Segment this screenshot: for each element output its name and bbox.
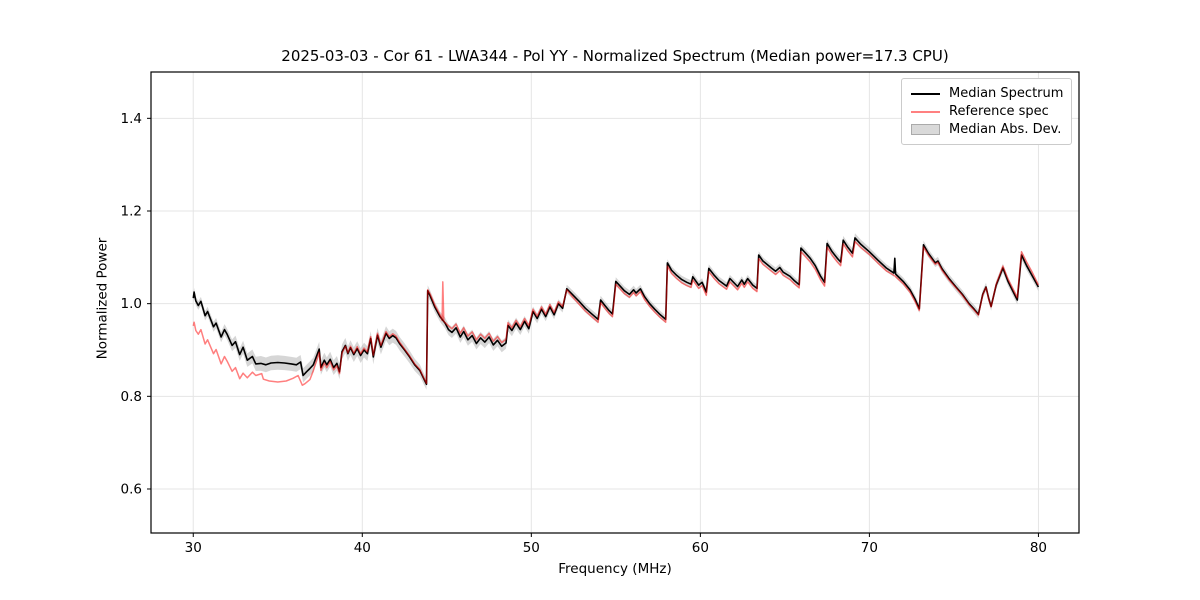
- legend-entry-reference-spec: Reference spec: [911, 103, 1062, 120]
- x-tick-label: 70: [861, 540, 878, 556]
- x-axis-label: Frequency (MHz): [558, 561, 672, 577]
- axes-spines: [150, 71, 1080, 534]
- x-tick-label: 60: [692, 540, 709, 556]
- median-spectrum-line: [192, 237, 1040, 386]
- legend-entry-median-spectrum: Median Spectrum: [911, 85, 1064, 102]
- legend-label-median-abs-dev: Median Abs. Dev.: [949, 122, 1062, 137]
- chart-title: 2025-03-03 - Cor 61 - LWA344 - Pol YY - …: [281, 47, 949, 65]
- x-tick-label: 50: [523, 540, 540, 556]
- legend-entry-median-abs-dev: Median Abs. Dev.: [911, 121, 1062, 138]
- reference-spec-line-swatch: [911, 110, 940, 113]
- reference-spec-line: [192, 240, 1040, 386]
- x-tick-label: 80: [1030, 540, 1047, 556]
- median-abs-dev-patch-swatch: [911, 124, 940, 135]
- x-tick-label: 30: [185, 540, 202, 556]
- legend: Median Spectrum Reference spec Median Ab…: [901, 78, 1072, 145]
- y-axis-label: Normalized Power: [94, 237, 111, 360]
- y-tick-label: 1.0: [121, 296, 142, 312]
- y-tick-label: 1.2: [121, 203, 142, 219]
- legend-label-reference-spec: Reference spec: [949, 104, 1049, 119]
- x-tick-label: 40: [354, 540, 371, 556]
- y-tick-label: 0.8: [121, 389, 142, 405]
- y-tick-label: 1.4: [121, 111, 142, 127]
- y-tick-label: 0.6: [121, 481, 142, 497]
- median-spectrum-line-swatch: [911, 92, 940, 95]
- legend-label-median-spectrum: Median Spectrum: [949, 86, 1064, 101]
